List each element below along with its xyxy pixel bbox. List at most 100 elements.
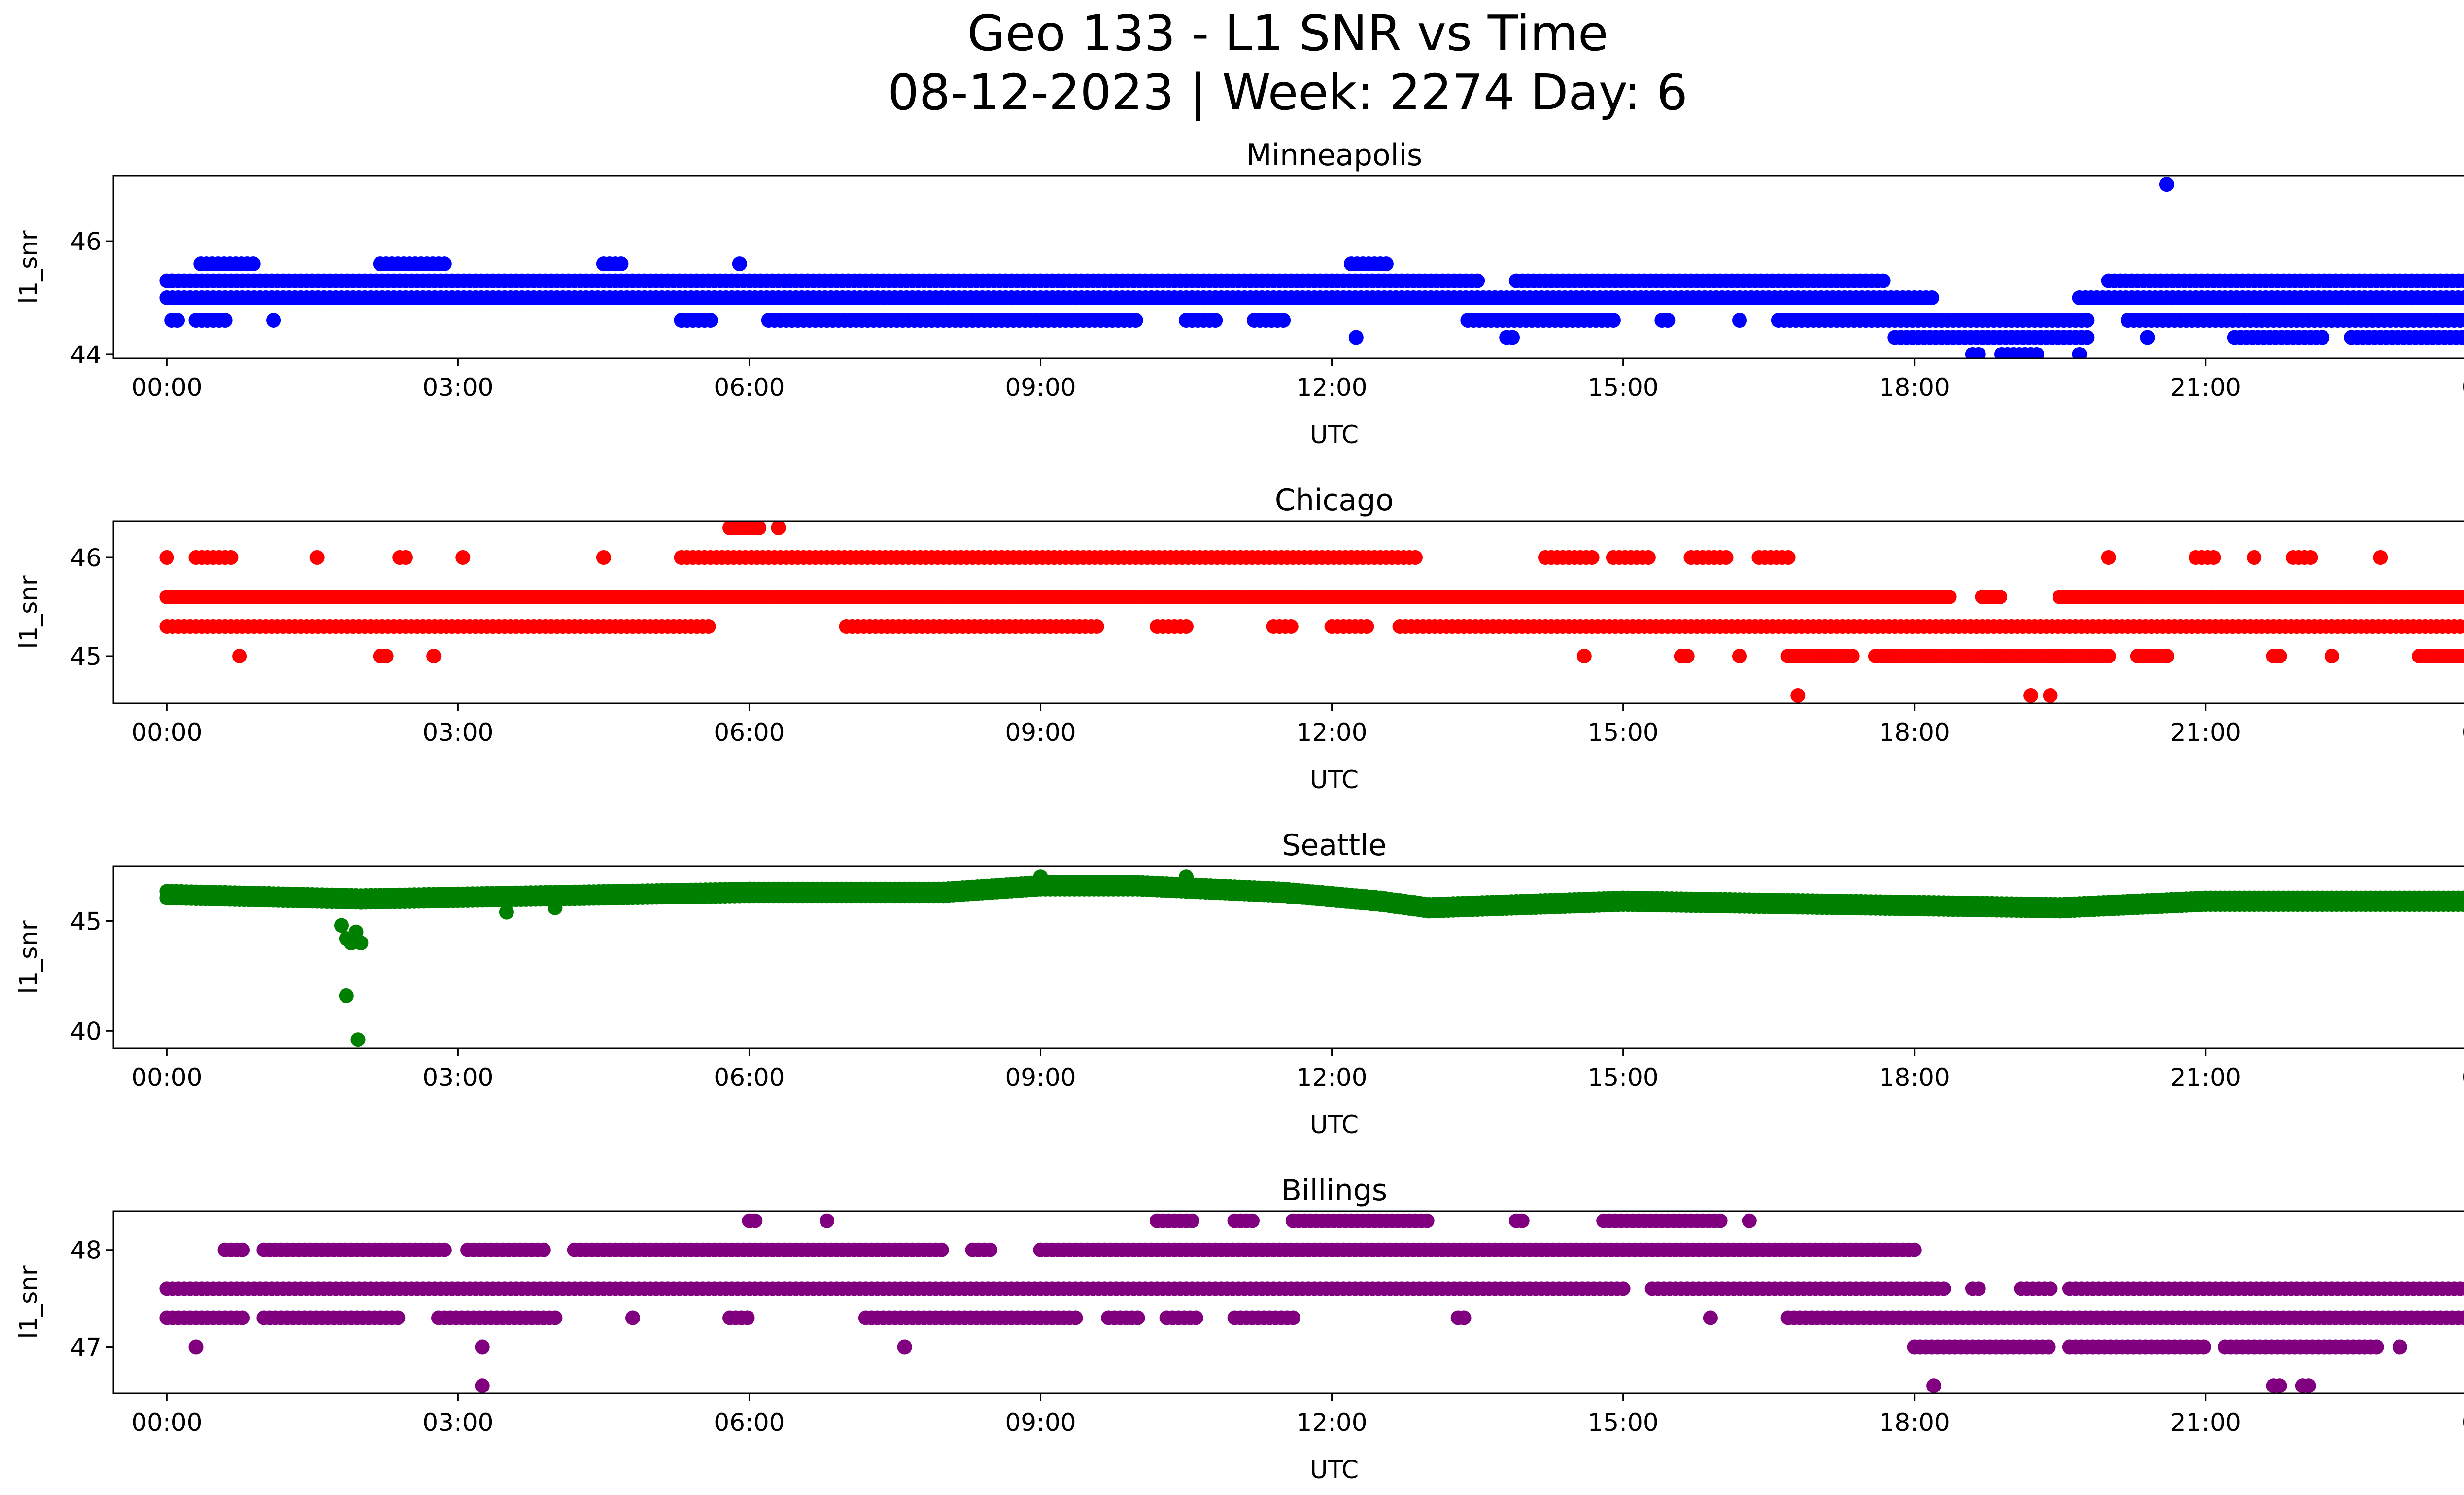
- data-point: [235, 1310, 250, 1325]
- x-tick-label: 06:00: [714, 1408, 785, 1437]
- x-tick-label: 06:00: [714, 1063, 785, 1092]
- data-point: [1188, 1310, 1203, 1325]
- data-point: [934, 1242, 949, 1257]
- x-tick-label: 18:00: [1879, 1063, 1950, 1092]
- data-point: [1276, 313, 1291, 328]
- points-seattle: [159, 869, 2464, 1047]
- y-tick-label: 46: [70, 227, 102, 256]
- x-tick-label: 12:00: [1297, 718, 1368, 747]
- data-point: [2023, 688, 2039, 703]
- data-point: [2460, 591, 2464, 603]
- y-axis-label: l1_snr: [14, 920, 43, 994]
- data-point: [1926, 1378, 1942, 1393]
- data-point: [2101, 649, 2116, 663]
- chart-chicago: Chicago UTC l1_snr 00:00 03:00 06:00 09:00 12:0…: [14, 483, 2464, 794]
- x-tick-label: 03:00: [422, 718, 493, 747]
- chart-minneapolis: Minneapolis UTC l1_snr 00:00 03:00 06:00 09:00…: [14, 138, 2464, 449]
- data-point: [1732, 649, 1747, 663]
- data-point: [1790, 688, 1806, 703]
- x-tick-label: 03:00: [422, 373, 493, 402]
- y-tick-label: 48: [70, 1236, 102, 1265]
- x-tick-label: 00:00: [2462, 1063, 2464, 1092]
- data-point: [1419, 1213, 1435, 1228]
- subplots: Minneapolis UTC l1_snr 00:00 03:00 06:00 09:00…: [14, 138, 2464, 1484]
- data-point: [1942, 590, 1957, 604]
- y-axis-label: l1_snr: [14, 575, 43, 649]
- data-point: [2159, 177, 2174, 192]
- y-tick-label: 47: [70, 1333, 102, 1362]
- data-point: [1732, 313, 1747, 328]
- x-axis-label: UTC: [1310, 420, 1359, 449]
- data-point: [2392, 1339, 2407, 1355]
- y-tick-label: 46: [70, 544, 102, 572]
- data-point: [1245, 1213, 1260, 1228]
- x-tick-label: 06:00: [714, 718, 785, 747]
- x-tick-label: 00:00: [131, 373, 202, 402]
- data-point: [740, 1310, 755, 1325]
- data-point: [188, 1339, 204, 1355]
- x-tick-label: 06:00: [714, 373, 785, 402]
- data-point: [2080, 313, 2095, 328]
- x-tick-label: 15:00: [1588, 1408, 1659, 1437]
- x-tick-label: 12:00: [1297, 1408, 1368, 1437]
- data-point: [2373, 550, 2388, 565]
- data-point: [1971, 1281, 1986, 1296]
- data-point: [1845, 649, 1860, 663]
- data-point: [1703, 1310, 1718, 1325]
- x-tick-label: 00:00: [2462, 373, 2464, 402]
- x-tick-label: 09:00: [1005, 1408, 1076, 1437]
- x-axis-label: UTC: [1310, 765, 1359, 794]
- subplot-title: Minneapolis: [1246, 138, 1423, 173]
- data-point: [752, 521, 767, 535]
- data-point: [2080, 330, 2095, 345]
- data-point: [1285, 1310, 1300, 1325]
- data-point: [232, 649, 247, 663]
- data-point: [2369, 1339, 2384, 1355]
- data-point: [2315, 330, 2330, 345]
- data-point: [2458, 1281, 2464, 1296]
- data-point: [2458, 619, 2464, 634]
- data-point: [2462, 276, 2464, 286]
- data-point: [2101, 550, 2116, 565]
- data-point: [625, 1310, 640, 1325]
- data-point: [1641, 550, 1656, 565]
- plot-frame: [112, 520, 2464, 704]
- data-point: [596, 550, 611, 565]
- data-point: [1128, 313, 1143, 328]
- data-point: [266, 313, 281, 328]
- figure-title-line1: Geo 133 - L1 SNR vs Time: [967, 4, 1608, 62]
- x-tick-label: 12:00: [1297, 373, 1368, 402]
- data-point: [334, 918, 349, 933]
- data-point: [1208, 313, 1223, 328]
- data-point: [339, 988, 354, 1003]
- data-point: [1348, 330, 1364, 345]
- data-point: [2029, 347, 2044, 358]
- x-tick-label: 03:00: [422, 1063, 493, 1092]
- data-point: [2247, 550, 2262, 565]
- data-point: [1514, 1213, 1530, 1228]
- y-tick-label: 40: [70, 1017, 102, 1045]
- data-point: [2456, 273, 2464, 288]
- x-tick-label: 21:00: [2170, 1063, 2241, 1092]
- data-point: [245, 256, 261, 272]
- data-point: [2324, 649, 2339, 663]
- x-tick-label: 18:00: [1879, 718, 1950, 747]
- data-point: [159, 550, 174, 565]
- data-point: [1742, 1213, 1757, 1228]
- data-point: [748, 1213, 763, 1228]
- data-point: [2043, 688, 2058, 703]
- data-point: [350, 1032, 366, 1047]
- data-point: [164, 273, 179, 288]
- points-chicago: [159, 521, 2464, 703]
- data-point: [2462, 293, 2464, 303]
- data-point: [2460, 898, 2464, 911]
- data-point: [2301, 1378, 2316, 1393]
- x-tick-label: 00:00: [131, 1408, 202, 1437]
- data-point: [475, 1339, 490, 1355]
- data-point: [548, 900, 563, 915]
- data-point: [703, 313, 718, 328]
- plot-frame: [112, 1210, 2464, 1394]
- data-point: [1359, 619, 1374, 634]
- y-tick-label: 45: [70, 907, 102, 936]
